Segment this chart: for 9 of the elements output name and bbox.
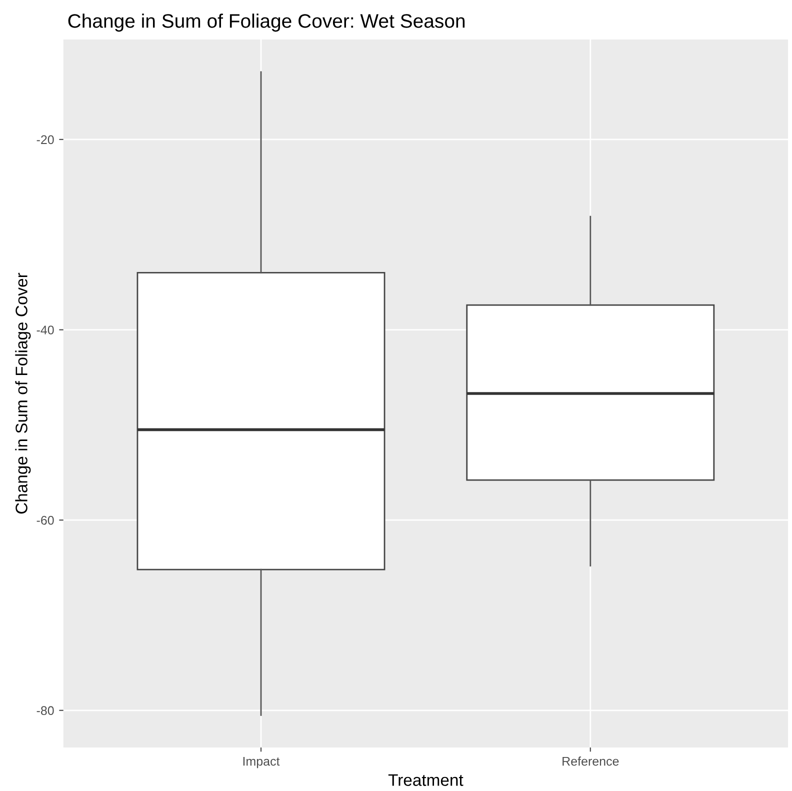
y-tick-label: -20 bbox=[36, 135, 54, 144]
y-tick-label: -60 bbox=[36, 516, 54, 525]
y-tick-label: -80 bbox=[36, 706, 54, 716]
x-tick-label: Reference bbox=[562, 756, 619, 766]
y-axis-title: Change in Sum of Foliage Cover bbox=[15, 272, 31, 514]
x-axis-title: Treatment bbox=[388, 774, 464, 786]
chart-title: Change in Sum of Foliage Cover: Wet Season bbox=[68, 14, 465, 32]
x-tick-label: Impact bbox=[243, 756, 280, 768]
y-tick-label: -40 bbox=[36, 326, 54, 334]
